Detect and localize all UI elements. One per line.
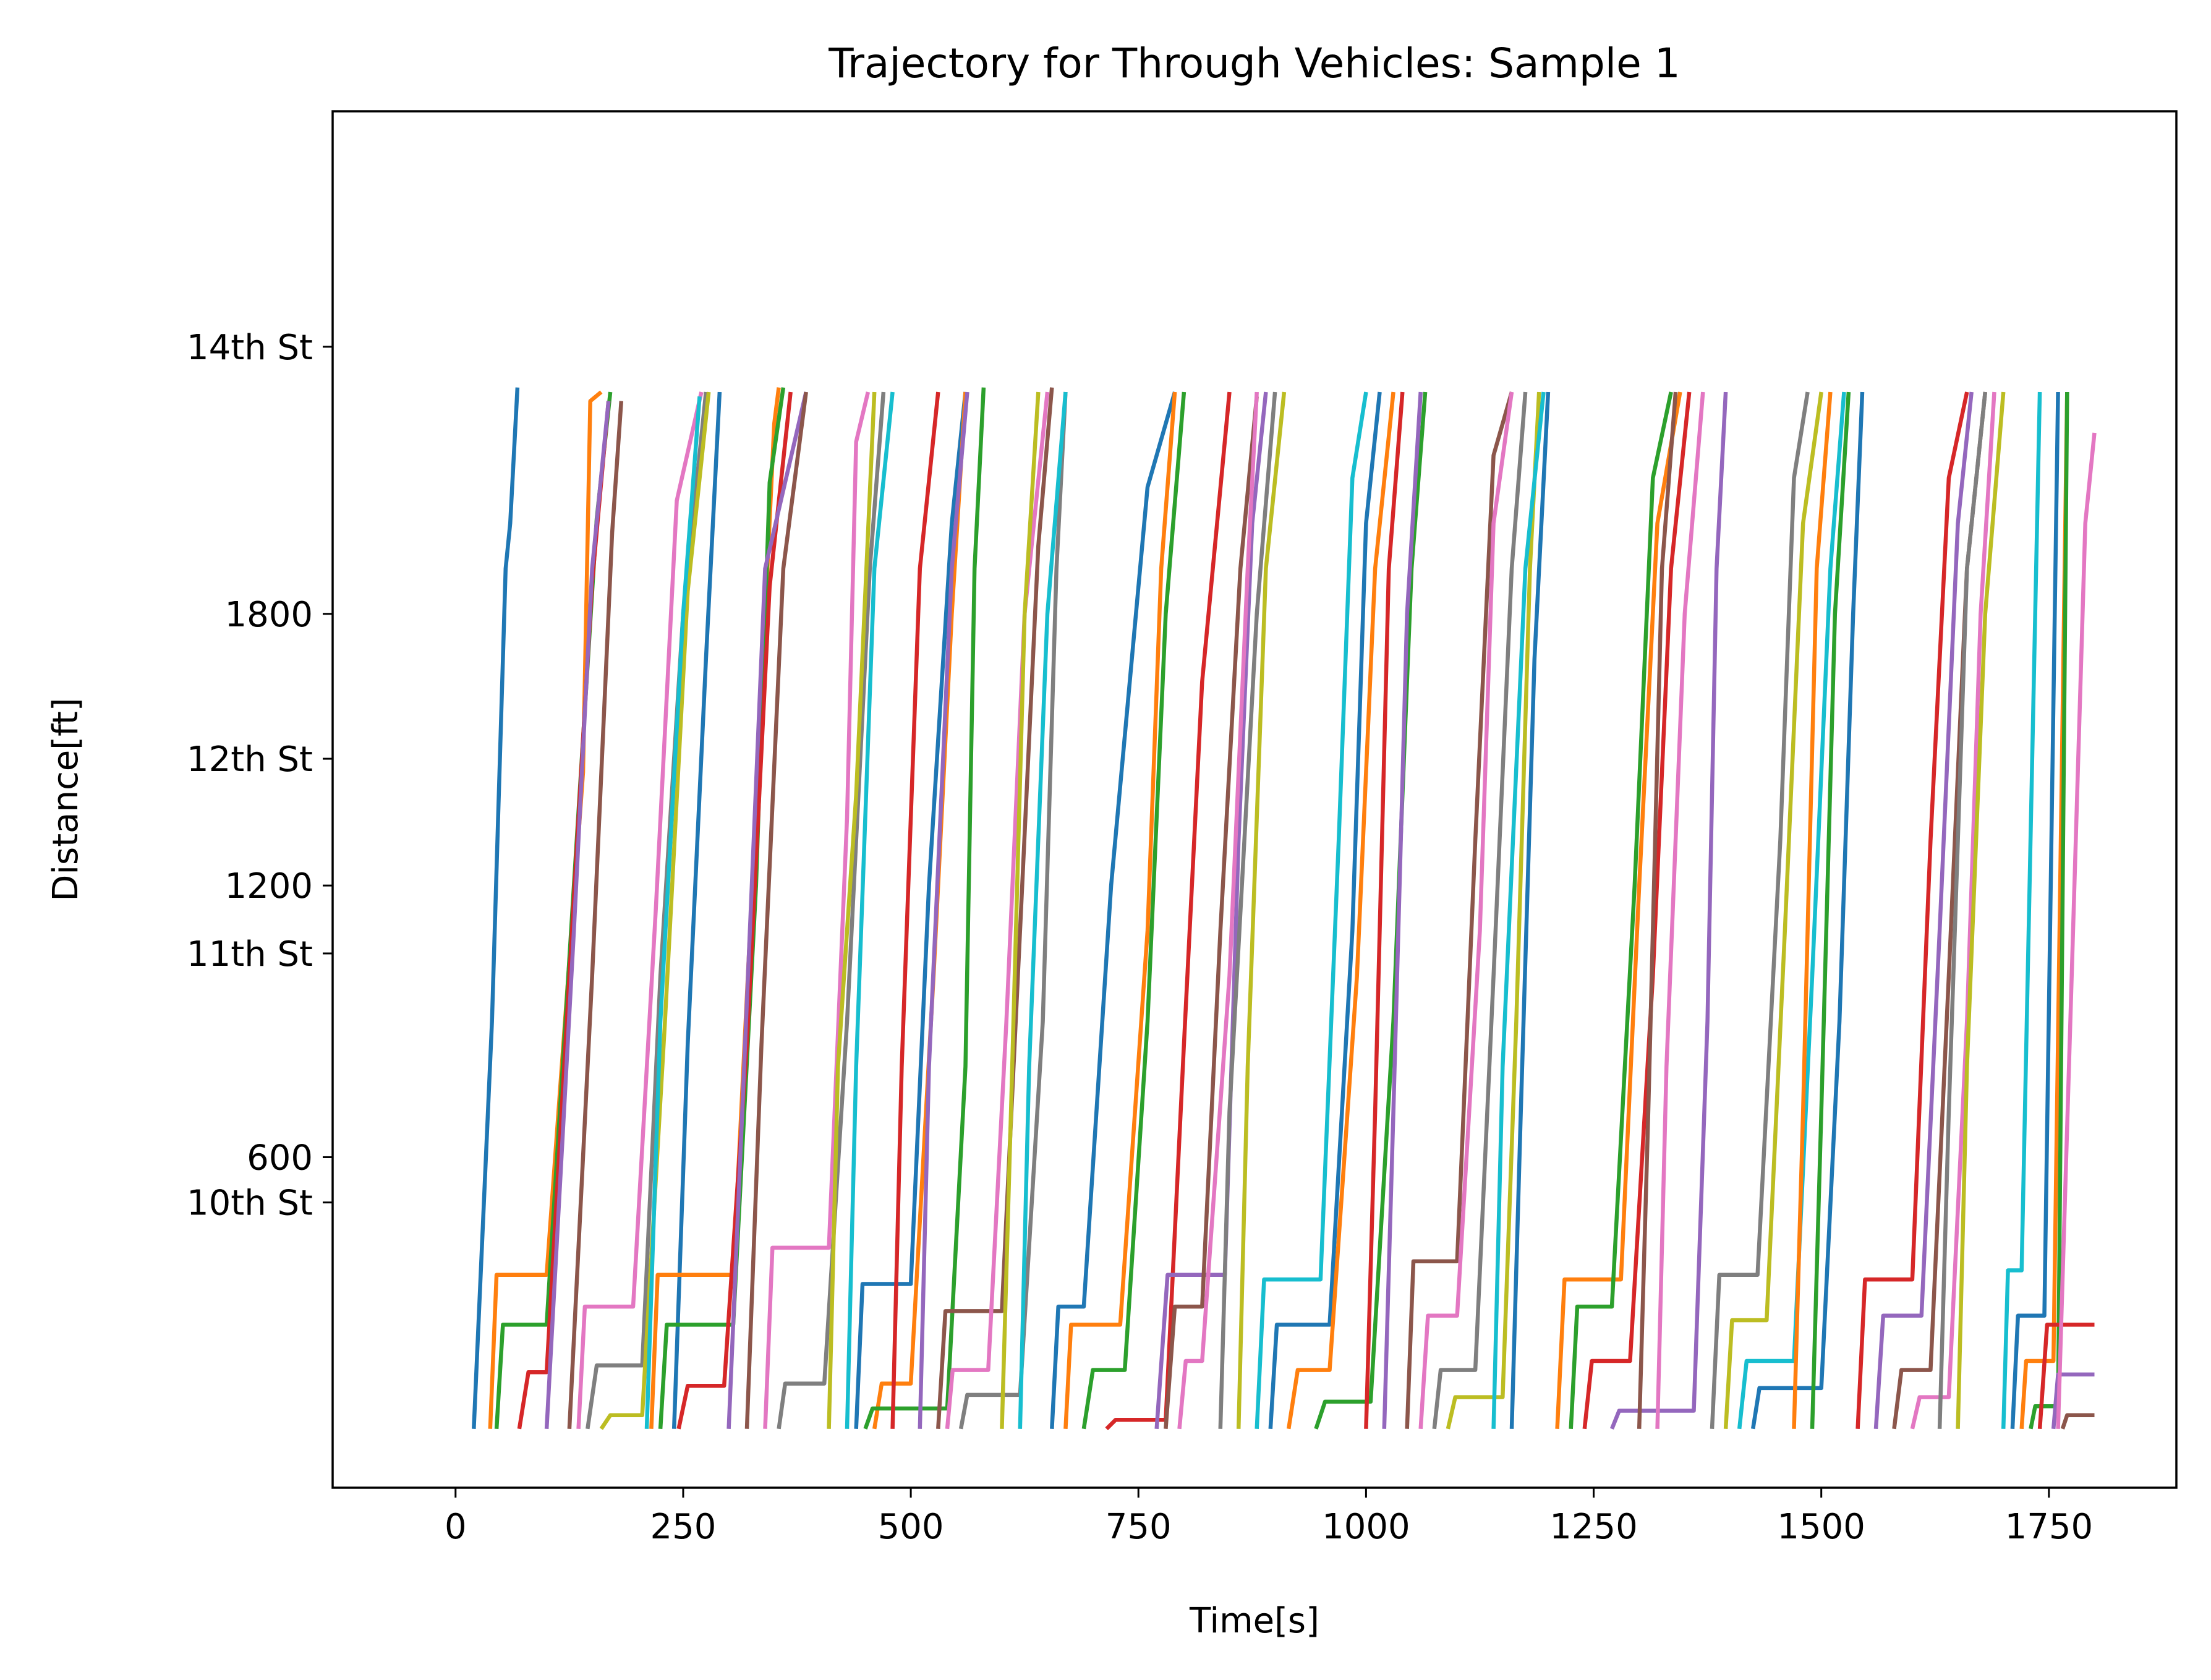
- trajectory-line-1: [472, 387, 520, 1429]
- trajectory-line-10: [644, 396, 702, 1429]
- trajectory-line-72: [2019, 391, 2069, 1430]
- y-axis: 10th St 600 11th St 1200 12th St 1800 14th St: [187, 328, 333, 1224]
- x-tick-label: 500: [878, 1507, 944, 1547]
- y-tick-label: 12th St: [187, 740, 313, 780]
- trajectory-line-47: [1418, 391, 1514, 1430]
- x-tick-label: 1000: [1322, 1507, 1410, 1547]
- trajectory-line-36: [1164, 396, 1259, 1430]
- trajectory-line-23: [863, 387, 986, 1430]
- trajectory-line-59: [1723, 391, 1823, 1429]
- trajectory-line-32: [1063, 391, 1177, 1429]
- trajectory-line-74: [2037, 1323, 2095, 1430]
- trajectory-line-56: [1637, 391, 1678, 1429]
- trajectory-line-53: [1569, 391, 1673, 1429]
- trajectory-line-28: [958, 391, 1068, 1430]
- trajectory-line-14: [676, 391, 793, 1430]
- y-tick-label: 11th St: [187, 934, 313, 974]
- trajectory-line-49: [1446, 391, 1541, 1430]
- trajectory-line-51: [1509, 391, 1551, 1429]
- trajectory-line-48: [1432, 391, 1528, 1430]
- trajectory-line-19: [827, 391, 877, 1429]
- y-tick-label: 600: [247, 1138, 313, 1178]
- y-tick-label: 1200: [224, 866, 313, 906]
- trajectory-line-43: [1314, 391, 1428, 1430]
- trajectory-line-15: [726, 391, 808, 1429]
- trajectory-line-40: [1255, 391, 1368, 1429]
- trajectory-line-64: [1855, 391, 1969, 1429]
- x-axis-label: Time[s]: [1189, 1601, 1319, 1641]
- trajectory-line-20: [845, 391, 895, 1429]
- x-tick-label: 750: [1106, 1507, 1172, 1547]
- trajectory-line-71: [2010, 391, 2060, 1429]
- trajectory-line-62: [1792, 391, 1833, 1429]
- trajectory-line-7: [576, 391, 704, 1429]
- trajectory-line-45: [1382, 391, 1423, 1429]
- trajectory-line-16: [744, 391, 808, 1429]
- trajectory-line-44: [1364, 391, 1405, 1429]
- trajectory-line-52: [1555, 391, 1682, 1429]
- trajectory-line-6: [567, 401, 624, 1429]
- x-axis: 0 250 500 750 1000 1250 1500 1750: [445, 1488, 2093, 1547]
- trajectory-line-41: [1268, 391, 1382, 1429]
- plot-frame: [331, 110, 2178, 1489]
- x-tick-label: 1750: [2005, 1507, 2094, 1547]
- trajectory-line-22: [872, 391, 968, 1430]
- trajectory-line-67: [1910, 391, 1996, 1430]
- trajectory-line-5: [544, 401, 611, 1429]
- trajectory-line-30: [1018, 391, 1068, 1429]
- trajectory-line-11: [671, 391, 722, 1429]
- trajectory-line-58: [1710, 391, 1810, 1429]
- trajectory-line-31: [1050, 391, 1177, 1429]
- trajectory-line-77: [2056, 432, 2097, 1429]
- trajectory-line-69: [1956, 391, 2006, 1429]
- trajectory-line-55: [1609, 391, 1728, 1430]
- trajectory-line-42: [1286, 391, 1395, 1430]
- y-tick-label: 10th St: [187, 1183, 313, 1224]
- plot-area: [472, 387, 2097, 1431]
- trajectory-line-68: [1937, 391, 1988, 1429]
- y-tick-label: 1800: [224, 595, 313, 635]
- trajectory-line-29: [1000, 391, 1041, 1429]
- x-tick-label: 1500: [1777, 1507, 1865, 1547]
- chart-title: Trajectory for Through Vehicles: Sample …: [828, 40, 1680, 87]
- trajectory-line-54: [1582, 391, 1692, 1430]
- trajectory-line-65: [1873, 391, 1974, 1430]
- trajectory-line-73: [2029, 391, 2069, 1430]
- trajectory-line-25: [918, 391, 969, 1429]
- trajectory-line-38: [1218, 391, 1277, 1429]
- trajectory-line-46: [1405, 391, 1514, 1429]
- trajectory-line-61: [1750, 391, 1865, 1430]
- y-tick-label: 14th St: [187, 328, 313, 368]
- trajectory-line-17: [763, 391, 871, 1429]
- trajectory-line-27: [945, 391, 1050, 1430]
- trajectory-line-76: [2060, 1413, 2095, 1430]
- y-axis-label: Distance[ft]: [46, 697, 86, 901]
- trajectory-line-57: [1655, 391, 1705, 1429]
- trajectory-line-21: [854, 391, 968, 1429]
- trajectory-line-70: [2001, 391, 2042, 1429]
- trajectory-line-34: [1105, 391, 1232, 1431]
- x-tick-label: 0: [445, 1507, 467, 1547]
- x-tick-label: 250: [650, 1507, 717, 1547]
- trajectory-line-63: [1810, 391, 1851, 1429]
- trajectory-line-33: [1081, 391, 1186, 1430]
- x-tick-label: 1250: [1549, 1507, 1638, 1547]
- trajectory-line-24: [890, 391, 940, 1429]
- trajectory-line-39: [1236, 391, 1287, 1429]
- trajectory-line-37: [1177, 391, 1259, 1430]
- trajectory-line-50: [1491, 391, 1546, 1429]
